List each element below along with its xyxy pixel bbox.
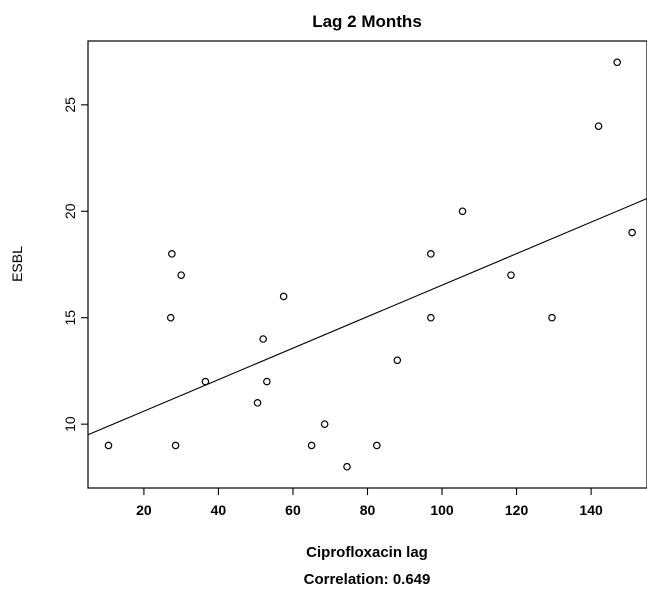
- x-tick-label: 120: [505, 502, 529, 518]
- x-tick-label: 40: [211, 502, 227, 518]
- data-point: [307, 441, 316, 450]
- data-point: [168, 250, 176, 258]
- x-tick-label: 140: [579, 502, 603, 518]
- data-point: [613, 58, 621, 67]
- plot-area-frame: [87, 40, 647, 489]
- data-point: [166, 313, 175, 322]
- data-point: [201, 377, 210, 386]
- x-axis-ticks: 20 40 60 80 100 120 140: [136, 488, 603, 518]
- data-point: [393, 356, 402, 365]
- data-point: [263, 377, 271, 386]
- y-tick-label: 20: [62, 203, 78, 219]
- data-point: [594, 122, 603, 130]
- data-point: [320, 420, 329, 428]
- data-point: [507, 271, 515, 279]
- data-point: [253, 399, 262, 407]
- data-point: [177, 271, 185, 279]
- data-point: [343, 462, 351, 471]
- x-tick-label: 100: [430, 502, 454, 518]
- y-tick-label: 15: [62, 310, 78, 326]
- x-axis-label: Ciprofloxacin lag: [306, 544, 428, 561]
- data-point: [427, 313, 435, 322]
- data-point: [628, 228, 636, 237]
- data-point: [259, 335, 267, 343]
- data-points: [104, 58, 636, 471]
- x-tick-label: 80: [360, 502, 376, 518]
- correlation-caption: Correlation: 0.649: [304, 571, 431, 588]
- data-point: [548, 313, 556, 322]
- x-tick-label: 20: [136, 502, 152, 518]
- chart-title: Lag 2 Months: [312, 12, 422, 31]
- y-tick-label: 10: [62, 416, 78, 432]
- y-axis-label: ESBL: [9, 246, 25, 282]
- y-tick-label: 25: [62, 97, 78, 113]
- data-point: [458, 207, 467, 216]
- data-point: [104, 441, 113, 450]
- x-tick-label: 60: [285, 502, 301, 518]
- data-point: [427, 250, 435, 258]
- y-axis-ticks: 10 15 20 25: [62, 97, 88, 432]
- data-point: [279, 292, 288, 301]
- regression-line: [87, 198, 647, 436]
- data-point: [171, 441, 180, 450]
- data-point: [373, 441, 381, 450]
